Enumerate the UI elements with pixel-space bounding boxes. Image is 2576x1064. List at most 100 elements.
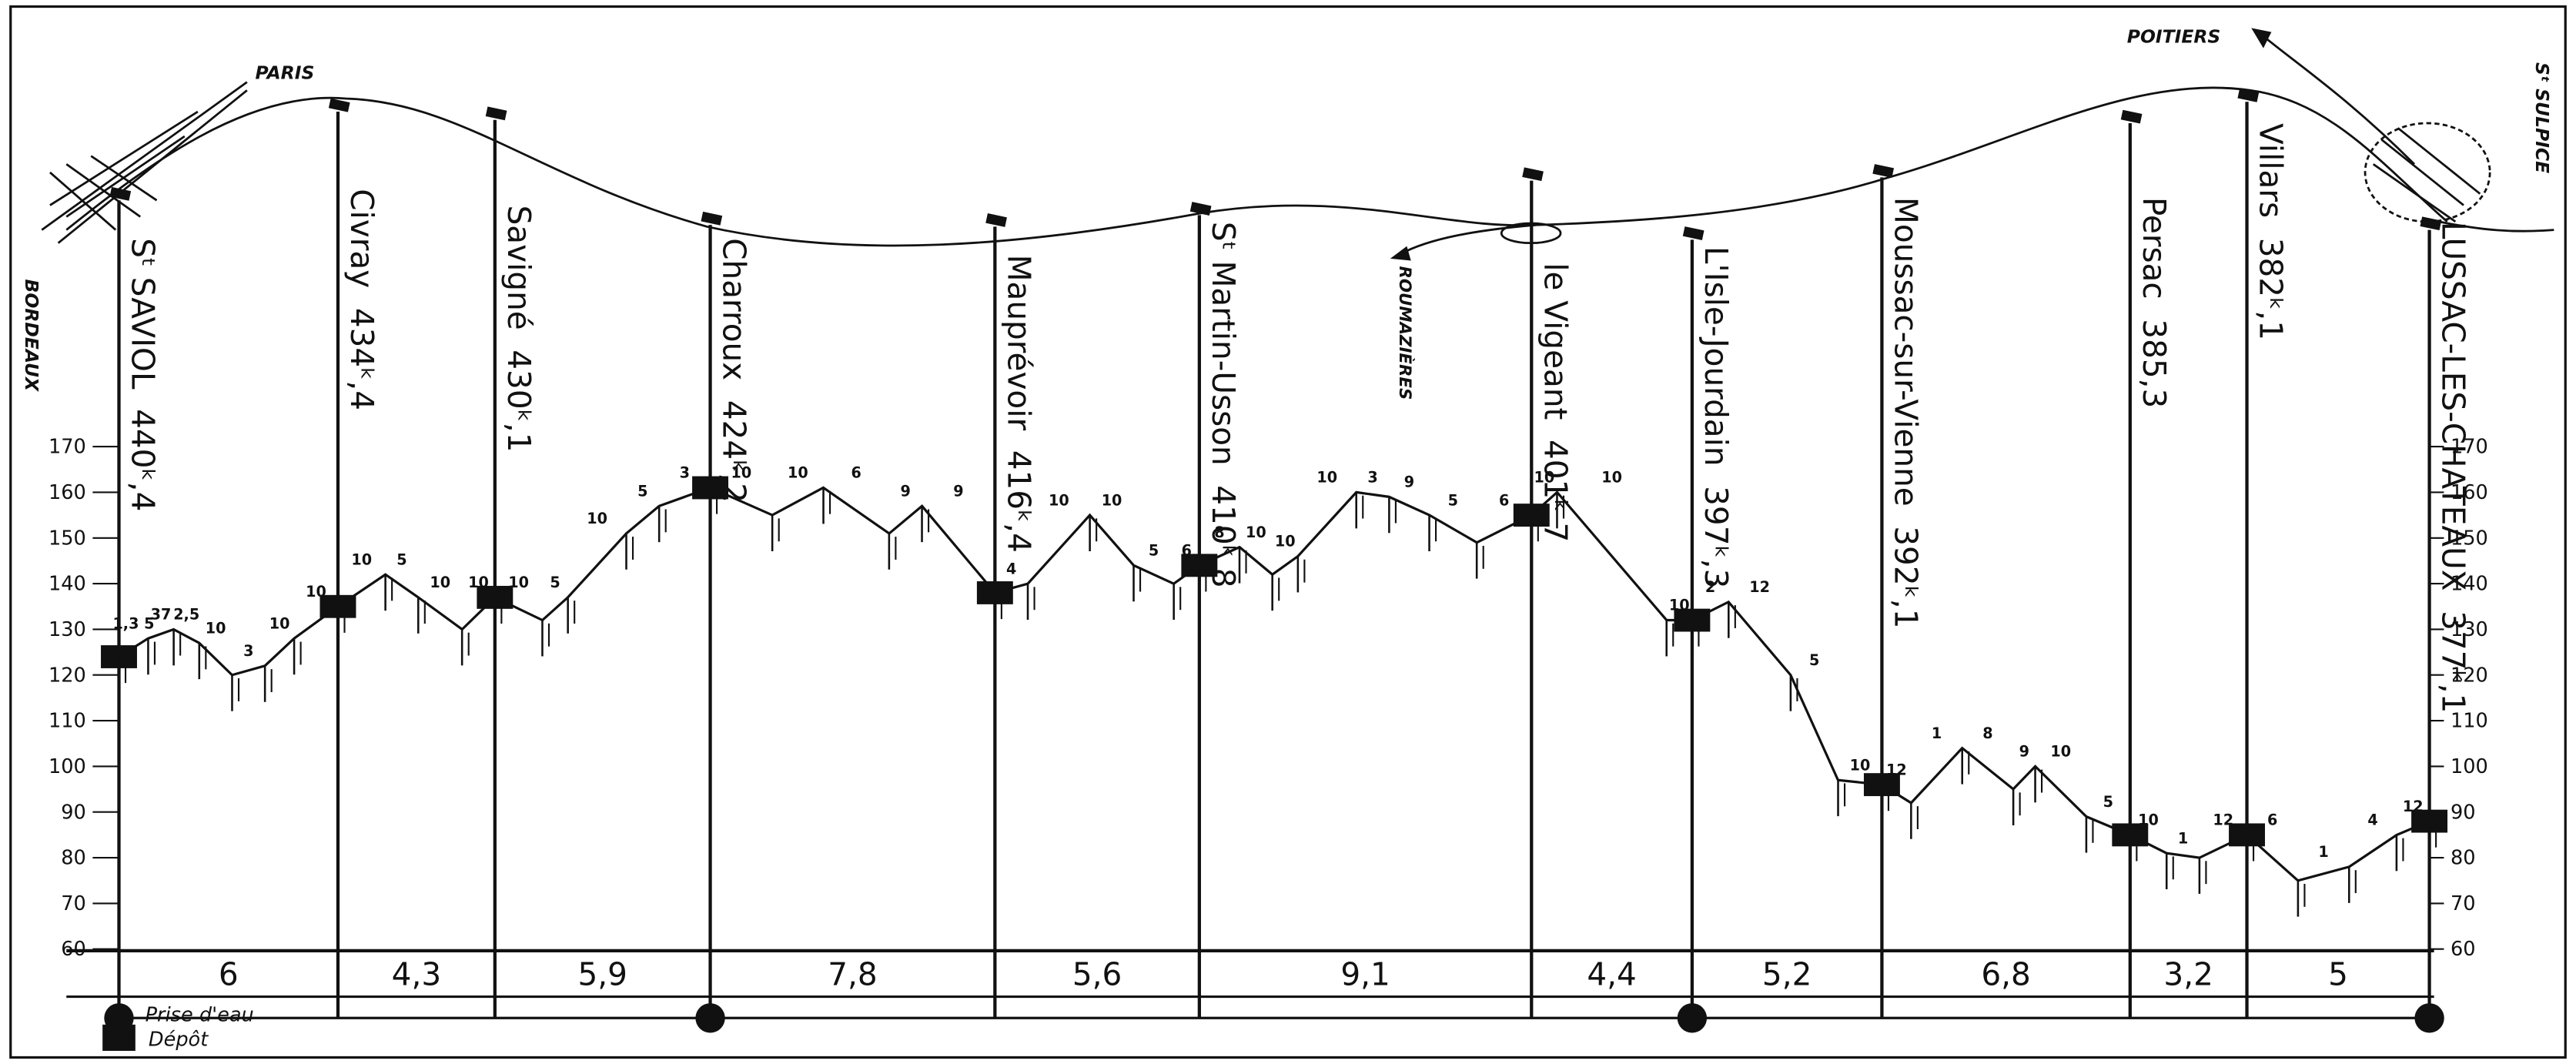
station-marker: [1522, 167, 1544, 182]
station-km: 385,3: [2136, 319, 2173, 408]
gradient-label: 10: [1275, 533, 1296, 550]
station-km: 434ᵏ,4: [343, 308, 380, 410]
station-name: Persac: [2136, 197, 2173, 299]
gradient-label: 2,5: [173, 606, 199, 624]
water-intake: [1677, 1003, 1708, 1033]
gradient-label: 10: [1049, 491, 1069, 509]
station-label: Sᵗ SAVIOL 440ᵏ,4: [125, 238, 162, 511]
y-tick-label: 110: [2451, 710, 2488, 733]
roumazieres-branch: [1390, 222, 1562, 261]
gradient-label: 4: [2367, 811, 2377, 829]
distance-label: 5: [2328, 956, 2348, 993]
gradient-label: 5: [1149, 542, 1159, 560]
water-intake: [104, 1003, 134, 1033]
station-name: LUSSAC-LES-CHATEAUX: [2435, 222, 2472, 591]
station-label: Mauprévoir 416ᵏ,4: [1000, 255, 1037, 553]
station-name: Mauprévoir: [1000, 255, 1037, 431]
station-marker: [485, 106, 507, 121]
gradient-label: 10: [351, 550, 372, 568]
y-tick-label: 120: [2451, 664, 2488, 687]
gradient-label: 10: [206, 619, 226, 637]
y-tick-label: 100: [2451, 755, 2488, 778]
gradient-label: 3: [1367, 469, 1377, 487]
frame: [9, 5, 2567, 1059]
distance-label: 7,8: [828, 956, 877, 993]
y-tick-label: 160: [2451, 481, 2488, 504]
gradient-label: 8: [1982, 724, 1992, 742]
y-tick-label: 130: [49, 618, 86, 641]
station-km: 382ᵏ,1: [2253, 238, 2290, 340]
gradient-label: 4: [1006, 560, 1016, 577]
gradient-label: 10: [2050, 743, 2071, 761]
station-marker: [2237, 88, 2260, 102]
poitiers-label: POITIERS: [2127, 25, 2220, 47]
station-name: Sᵗ SAVIOL: [125, 238, 162, 390]
gradient-label: 10: [1850, 756, 1871, 774]
distance-label: 5,6: [1072, 956, 1122, 993]
station-marker: [1189, 202, 1212, 216]
gradient-label: 10: [468, 574, 489, 591]
distance-label: 5,9: [577, 956, 627, 993]
gradient-label: 37: [151, 606, 172, 624]
y-tick-label: 80: [61, 847, 86, 870]
gradient-label: 1,3 5: [112, 614, 154, 632]
y-tick-label: 150: [49, 527, 86, 550]
gradient-label: 10: [1102, 491, 1122, 509]
station-km: 401ᵏ,7: [1537, 440, 1574, 542]
station-label: Civray 434ᵏ,4: [343, 189, 380, 410]
paris-label: PARIS: [256, 62, 315, 83]
gradient-label: 9: [953, 482, 963, 500]
water-intake: [695, 1003, 725, 1033]
station-name: Sᵗ Martin-Usson: [1205, 222, 1242, 466]
station-name: le Vigeant: [1537, 263, 1574, 420]
station-marker: [985, 213, 1007, 227]
station-km: 416ᵏ,4: [1000, 450, 1037, 553]
gradient-label: 12: [2213, 811, 2233, 829]
gradient-label: 1: [2178, 829, 2188, 847]
profile-line: [118, 486, 2430, 882]
gradient-label: 9: [1404, 473, 1414, 491]
gradient-label: 10: [731, 464, 751, 482]
station-label: le Vigeant 401ᵏ,7: [1537, 263, 1574, 542]
station-name: L'Isle-Jourdain: [1698, 246, 1735, 467]
gradient-label: 10: [306, 583, 326, 601]
station-km: 377ᵏ,1: [2435, 611, 2472, 713]
distance-label: 6: [219, 956, 239, 993]
gradient-label: 3: [680, 464, 690, 482]
y-tick-label: 80: [2451, 847, 2476, 870]
depot-legend: Dépôt: [149, 1029, 209, 1052]
station-label: Charroux424ᵏ,2: [716, 238, 753, 503]
station-label: Savigné 430ᵏ,1: [500, 206, 537, 453]
station-name: Civray: [343, 189, 380, 288]
gradient-label: 2: [1705, 578, 1715, 596]
gradient-label: 10: [1669, 597, 1690, 614]
station-label: LUSSAC-LES-CHATEAUX 377ᵏ,1: [2435, 222, 2472, 713]
gradient-label: 10: [430, 574, 450, 591]
gradient-label: 5: [1448, 491, 1458, 509]
station-marker: [2420, 216, 2442, 231]
water-intake: [2414, 1003, 2444, 1033]
station-name: Moussac-sur-Vienne: [1887, 197, 1924, 507]
gradient-label: 6: [851, 464, 861, 482]
y-tick-label: 120: [49, 664, 86, 687]
gradient-label: 6: [2267, 811, 2277, 829]
distance-label: 3,2: [2163, 956, 2213, 993]
gradient-label: 1: [1932, 724, 1942, 742]
distance-label: 4,4: [1587, 956, 1636, 993]
gradient-label: 10: [508, 574, 529, 591]
gradient-label: 10: [587, 510, 607, 527]
gradient-label: 9: [901, 482, 911, 500]
gradient-label: 10: [1601, 469, 1622, 487]
y-tick-label: 110: [49, 710, 86, 733]
gradient-label: 5: [396, 550, 406, 568]
station-marker: [1682, 226, 1705, 240]
gradient-label: 9: [2019, 743, 2029, 761]
y-tick-label: 130: [2451, 618, 2488, 641]
station-marker: [2120, 109, 2143, 124]
gradient-label: 8: [1214, 524, 1224, 541]
station-label: Villars 382ᵏ,1: [2253, 123, 2290, 340]
station-marker: [1872, 164, 1895, 178]
water-legend: Prise d'eau: [146, 1004, 254, 1027]
y-tick-label: 150: [2451, 527, 2488, 550]
